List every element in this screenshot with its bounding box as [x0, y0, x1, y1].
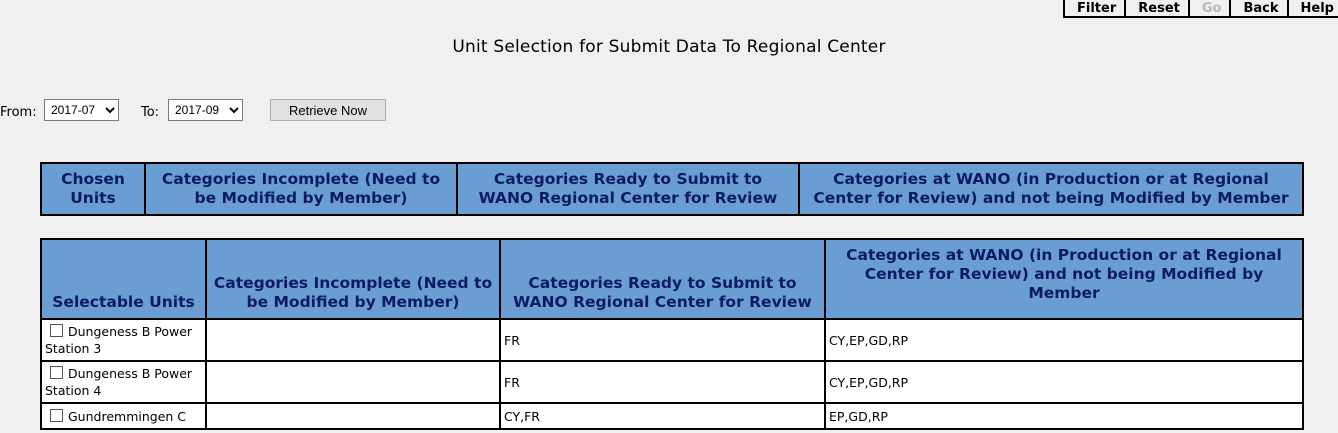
- unit-checkbox[interactable]: [50, 366, 63, 379]
- ready-cell: FR: [499, 360, 826, 404]
- table-row: Dungeness B Power Station 4 FR CY,EP,GD,…: [40, 360, 1304, 404]
- incomplete-cell: [205, 360, 501, 404]
- selectable-units-table: Selectable Units Categories Incomplete (…: [40, 238, 1304, 430]
- unit-checkbox[interactable]: [50, 408, 63, 422]
- incomplete-cell: [205, 318, 501, 362]
- ready-cell: FR: [499, 318, 826, 362]
- selectable-units-header-row: Selectable Units Categories Incomplete (…: [40, 238, 1304, 320]
- unit-name: Gundremmingen C: [68, 408, 187, 424]
- at-wano-cell: CY,EP,GD,RP: [824, 318, 1304, 362]
- table-row: Dungeness B Power Station 3 FR CY,EP,GD,…: [40, 318, 1304, 362]
- chosen-units-header-row: Chosen Units Categories Incomplete (Need…: [40, 162, 1304, 216]
- table-row: Gundremmingen C CY,FR EP,GD,RP: [40, 402, 1304, 430]
- unit-checkbox[interactable]: [50, 324, 63, 337]
- chosen-ready-header: Categories Ready to Submit to WANO Regio…: [456, 162, 800, 216]
- chosen-at-wano-header: Categories at WANO (in Production or at …: [798, 162, 1304, 216]
- to-period-select[interactable]: 2017-09: [168, 99, 243, 121]
- from-period-select[interactable]: 2017-07: [44, 99, 119, 121]
- chosen-units-table: Chosen Units Categories Incomplete (Need…: [40, 162, 1304, 216]
- unit-name: Dungeness B Power Station 3: [45, 324, 193, 356]
- incomplete-header: Categories Incomplete (Need to be Modifi…: [205, 238, 501, 320]
- ready-header: Categories Ready to Submit to WANO Regio…: [499, 238, 826, 320]
- unit-cell: Gundremmingen C: [40, 402, 207, 430]
- unit-cell: Dungeness B Power Station 3: [40, 318, 207, 362]
- page-title: Unit Selection for Submit Data To Region…: [452, 37, 886, 57]
- toolbar: Filter Reset Go Back Help: [1063, 0, 1338, 18]
- at-wano-cell: CY,EP,GD,RP: [824, 360, 1304, 404]
- selectable-units-header: Selectable Units: [40, 238, 207, 320]
- filter-link[interactable]: Filter: [1063, 0, 1125, 18]
- go-link: Go: [1187, 0, 1230, 18]
- back-link[interactable]: Back: [1229, 0, 1287, 18]
- retrieve-now-button[interactable]: Retrieve Now: [270, 99, 386, 121]
- help-link[interactable]: Help: [1286, 0, 1338, 18]
- unit-cell: Dungeness B Power Station 4: [40, 360, 207, 404]
- chosen-units-header: Chosen Units: [40, 162, 146, 216]
- incomplete-cell: [205, 402, 501, 430]
- unit-name: Dungeness B Power Station 4: [45, 366, 193, 398]
- to-label: To:: [141, 105, 160, 120]
- at-wano-cell: EP,GD,RP: [824, 402, 1304, 430]
- at-wano-header: Categories at WANO (in Production or at …: [824, 238, 1304, 320]
- from-label: From:: [0, 105, 37, 120]
- chosen-incomplete-header: Categories Incomplete (Need to be Modifi…: [144, 162, 458, 216]
- reset-link[interactable]: Reset: [1124, 0, 1188, 18]
- ready-cell: CY,FR: [499, 402, 826, 430]
